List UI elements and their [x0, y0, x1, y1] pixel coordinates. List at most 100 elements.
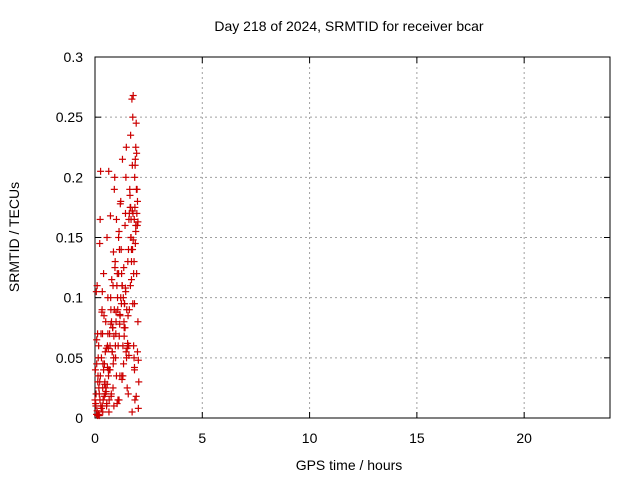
data-point — [95, 342, 103, 350]
data-point — [109, 248, 117, 256]
data-point — [127, 131, 135, 139]
data-point — [96, 378, 104, 386]
data-point — [103, 400, 111, 408]
data-point — [133, 270, 141, 278]
data-point — [125, 351, 133, 359]
data-point — [128, 95, 136, 103]
data-point — [109, 384, 117, 392]
data-point — [117, 294, 125, 302]
data-point — [131, 240, 139, 248]
data-point — [97, 167, 105, 175]
data-point — [99, 360, 107, 368]
data-point — [96, 396, 104, 404]
data-point — [103, 234, 111, 241]
data-point — [127, 246, 135, 254]
data-point — [132, 185, 140, 193]
data-point — [115, 234, 123, 241]
data-point — [115, 227, 123, 235]
data-point — [127, 276, 135, 284]
data-point — [126, 282, 134, 290]
data-point — [98, 288, 106, 296]
data-point — [129, 92, 137, 100]
data-point — [121, 284, 129, 292]
data-point — [107, 320, 115, 328]
data-point — [111, 173, 119, 181]
data-point — [134, 356, 142, 364]
y-tick-label: 0 — [75, 410, 83, 426]
data-point — [117, 197, 125, 205]
data-point — [129, 300, 137, 308]
data-point — [93, 360, 101, 368]
data-point — [124, 390, 132, 398]
data-point — [126, 185, 134, 193]
data-point — [132, 143, 140, 151]
data-point — [124, 258, 132, 266]
data-point — [121, 221, 129, 229]
data-point — [123, 384, 131, 392]
data-point — [126, 191, 134, 199]
data-point — [118, 375, 126, 383]
y-tick-label: 0.2 — [64, 169, 84, 185]
data-point — [133, 197, 141, 205]
data-point — [131, 173, 139, 181]
data-point — [103, 380, 111, 388]
y-tick-label: 0.05 — [56, 350, 83, 366]
data-point — [132, 119, 140, 127]
data-point — [120, 360, 128, 368]
y-axis-title: SRMTID / TECUs — [6, 182, 22, 292]
data-point — [100, 270, 108, 278]
data-point — [92, 400, 100, 408]
data-point — [122, 143, 130, 151]
data-point — [105, 372, 113, 380]
x-tick-label: 10 — [302, 430, 318, 446]
data-point — [101, 348, 109, 356]
data-point — [131, 155, 139, 163]
data-point — [110, 185, 118, 193]
data-point — [132, 392, 140, 400]
data-point — [96, 240, 104, 248]
data-point — [111, 258, 119, 266]
data-point — [118, 155, 126, 163]
data-point — [128, 207, 136, 215]
data-point — [104, 344, 112, 352]
data-point — [96, 215, 104, 223]
data-point — [129, 236, 137, 244]
x-tick-label: 0 — [91, 430, 99, 446]
x-axis-title: GPS time / hours — [296, 457, 403, 473]
data-point — [94, 354, 102, 362]
y-tick-label: 0.1 — [64, 290, 84, 306]
data-point — [93, 336, 101, 344]
data-point — [93, 282, 101, 290]
data-point — [131, 161, 139, 169]
x-tick-label: 15 — [409, 430, 425, 446]
data-point — [124, 339, 132, 347]
tick-layer — [94, 56, 610, 419]
data-point — [120, 332, 128, 340]
data-point — [105, 396, 113, 404]
data-point — [127, 215, 135, 223]
data-point — [100, 312, 108, 320]
data-point — [127, 203, 135, 211]
data-point — [115, 270, 123, 278]
data-point — [93, 410, 101, 418]
data-point — [99, 384, 107, 392]
data-point — [128, 408, 136, 416]
data-point — [92, 288, 100, 296]
data-point — [120, 318, 128, 326]
data-point — [122, 173, 130, 181]
data-point — [107, 294, 115, 302]
data-point — [108, 276, 116, 284]
data-point — [119, 372, 127, 380]
data-point — [94, 330, 102, 338]
data-point — [131, 396, 139, 404]
data-point — [112, 215, 120, 223]
data-point — [113, 400, 121, 408]
data-point — [104, 330, 112, 338]
plot-frame — [94, 56, 611, 419]
y-tick-label: 0.15 — [56, 230, 83, 246]
data-point — [107, 392, 115, 400]
data-point — [121, 324, 129, 332]
data-point — [120, 264, 128, 272]
data-point — [134, 404, 142, 412]
